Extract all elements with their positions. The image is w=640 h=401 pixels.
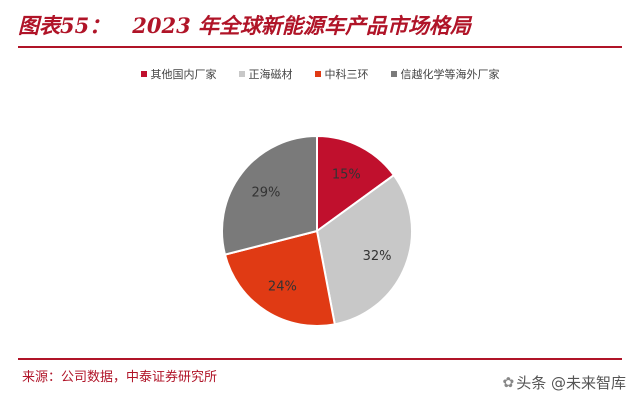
watermark-text: 头条 @未来智库 [516,374,626,392]
slice-label: 24% [268,280,297,295]
page-title: 图表55： 2023 年全球新能源车产品市场格局 [18,10,471,40]
source-note: 来源：公司数据，中泰证券研究所 [22,370,218,385]
legend-label: 正海磁材 [248,68,293,81]
legend-item: 中科三环 [314,66,369,82]
slice-label: 15% [332,167,361,182]
watermark: ✿ 头条 @未来智库 [502,372,626,393]
chart-legend: 其他国内厂家 正海磁材 中科三环 信越化学等海外厂家 [0,66,640,82]
legend-item: 信越化学等海外厂家 [390,66,500,82]
legend-swatch [314,71,321,77]
figure-label: 图表55： [18,13,111,38]
title-divider [18,46,622,48]
legend-swatch [140,71,147,77]
chart-title: 2023 年全球新能源车产品市场格局 [132,13,471,38]
pie-slice [221,134,318,256]
pie-slice [316,134,396,233]
footer-divider [18,358,622,360]
legend-label: 中科三环 [324,68,369,81]
legend-swatch [238,71,245,77]
legend-item: 其他国内厂家 [140,66,217,82]
watermark-logo-icon: ✿ [502,374,515,391]
legend-label: 信越化学等海外厂家 [400,68,500,81]
legend-item: 正海磁材 [238,66,293,82]
legend-swatch [390,71,397,77]
legend-label: 其他国内厂家 [150,68,217,81]
pie-slice [223,229,336,327]
slice-label: 32% [363,249,392,264]
slice-label: 29% [252,185,281,200]
pie-slice [315,173,413,326]
